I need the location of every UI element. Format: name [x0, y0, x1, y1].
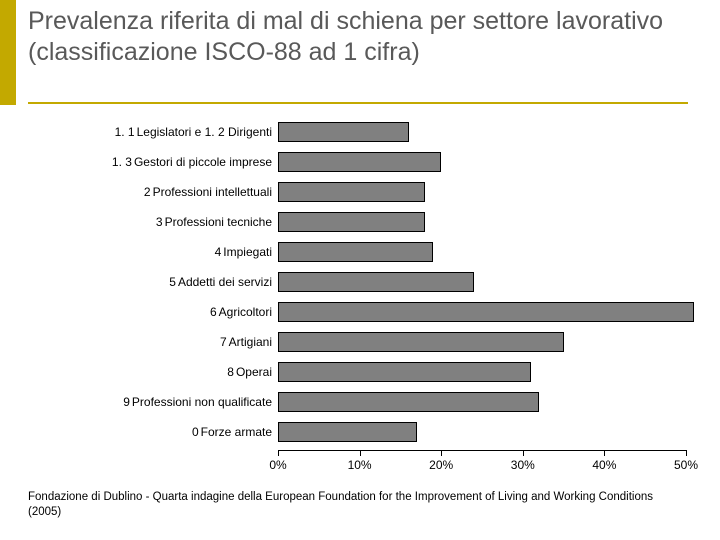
bar: [278, 422, 417, 442]
category-label: 1. 1Legislatori e 1. 2 Dirigenti: [46, 125, 278, 139]
bar-track: [278, 420, 686, 444]
bar-track: [278, 390, 686, 414]
accent-bar: [0, 0, 16, 105]
title-underline: [28, 102, 688, 104]
table-row: 5Addetti dei servizi: [46, 270, 686, 294]
axis-tick: [686, 450, 687, 456]
table-row: 0Forze armate: [46, 420, 686, 444]
axis-tick-label: 0%: [269, 458, 286, 472]
axis-tick-label: 20%: [429, 458, 453, 472]
axis-tick: [360, 450, 361, 456]
table-row: 9Professioni non qualificate: [46, 390, 686, 414]
category-label: 6Agricoltori: [46, 305, 278, 319]
bar-track: [278, 150, 686, 174]
category-label: 2Professioni intellettuali: [46, 185, 278, 199]
axis-tick-label: 30%: [511, 458, 535, 472]
bar: [278, 302, 694, 322]
table-row: 7Artigiani: [46, 330, 686, 354]
bar: [278, 152, 441, 172]
bar-track: [278, 330, 686, 354]
category-label: 1. 3Gestori di piccole imprese: [46, 155, 278, 169]
category-label: 8Operai: [46, 365, 278, 379]
axis-tick: [604, 450, 605, 456]
table-row: 3Professioni tecniche: [46, 210, 686, 234]
x-axis: 0%10%20%30%40%50%: [278, 450, 686, 480]
footer-citation: Fondazione di Dublino - Quarta indagine …: [28, 490, 688, 520]
category-label: 4Impiegati: [46, 245, 278, 259]
bar: [278, 182, 425, 202]
axis-tick-label: 40%: [592, 458, 616, 472]
axis-tick-label: 10%: [348, 458, 372, 472]
table-row: 1. 1Legislatori e 1. 2 Dirigenti: [46, 120, 686, 144]
table-row: 4Impiegati: [46, 240, 686, 264]
bar: [278, 212, 425, 232]
bar-track: [278, 180, 686, 204]
bar: [278, 242, 433, 262]
bar: [278, 332, 564, 352]
axis-tick: [523, 450, 524, 456]
table-row: 8Operai: [46, 360, 686, 384]
category-label: 0Forze armate: [46, 425, 278, 439]
category-label: 7Artigiani: [46, 335, 278, 349]
bar-track: [278, 240, 686, 264]
bar: [278, 272, 474, 292]
table-row: 6Agricoltori: [46, 300, 686, 324]
bar-track: [278, 360, 686, 384]
bar-track: [278, 210, 686, 234]
bar: [278, 392, 539, 412]
axis-line: [278, 450, 686, 451]
table-row: 1. 3Gestori di piccole imprese: [46, 150, 686, 174]
bar: [278, 122, 409, 142]
category-label: 3Professioni tecniche: [46, 215, 278, 229]
axis-tick-label: 50%: [674, 458, 698, 472]
axis-tick: [278, 450, 279, 456]
category-label: 9Professioni non qualificate: [46, 395, 278, 409]
bar-chart: 1. 1Legislatori e 1. 2 Dirigenti 1. 3Gest…: [46, 120, 686, 470]
bar-track: [278, 120, 686, 144]
table-row: 2Professioni intellettuali: [46, 180, 686, 204]
category-label: 5Addetti dei servizi: [46, 275, 278, 289]
bar-track: [278, 270, 686, 294]
axis-tick: [441, 450, 442, 456]
bar: [278, 362, 531, 382]
page-title: Prevalenza riferita di mal di schiena pe…: [28, 6, 688, 69]
bar-track: [278, 300, 686, 324]
